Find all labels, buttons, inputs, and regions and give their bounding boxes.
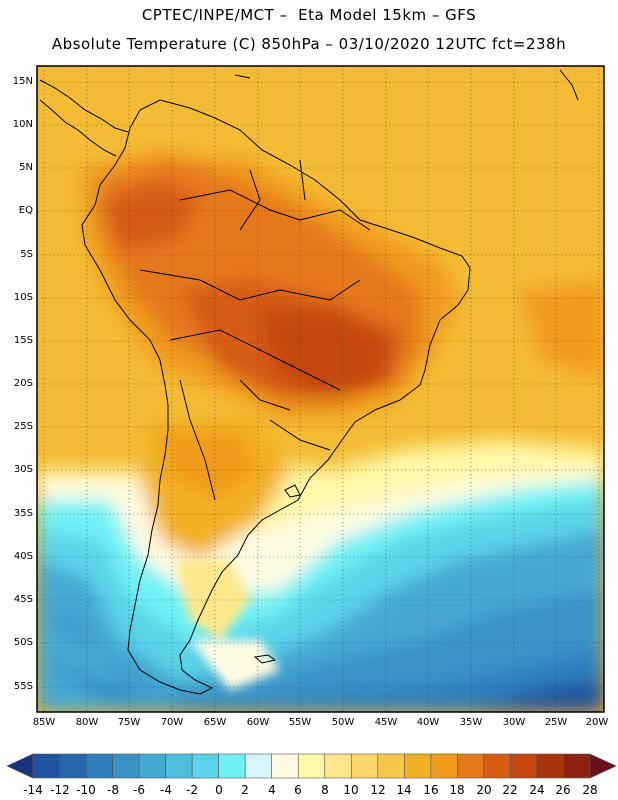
lat-label: 25S [13,421,33,432]
lat-label: 50S [13,637,33,648]
lat-label: 15N [12,76,33,87]
colorbar-swatch [324,753,352,779]
map-frame [36,65,605,713]
lon-label: 30W [502,717,526,728]
lon-label: 75W [117,717,141,728]
lon-label: 85W [32,717,56,728]
lat-label: 10N [12,119,33,130]
colorbar-tick-label: -12 [50,783,70,797]
colorbar-swatch [536,753,564,779]
colorbar-swatch [271,753,299,779]
lat-label: 10S [13,292,33,303]
colorbar-tick-label: 6 [294,783,302,797]
colorbar-tick-label: -6 [133,783,145,797]
colorbar-tick-label: 8 [321,783,329,797]
colorbar-swatch [32,753,60,779]
lon-label: 65W [203,717,227,728]
lon-label: 50W [331,717,355,728]
title-line-2: Absolute Temperature (C) 850hPa – 03/10/… [51,35,567,53]
colorbar-tick-label: -10 [76,783,96,797]
colorbar-tick-label: 4 [268,783,276,797]
lon-label: 80W [75,717,99,728]
colorbar-tick-label: 10 [343,783,359,797]
colorbar-swatch [457,753,485,779]
lat-label: 55S [13,681,33,692]
colorbar-tick-label: -4 [160,783,172,797]
coastlines [39,69,579,695]
lat-label: 15S [13,335,33,346]
lon-label: 70W [160,717,184,728]
colorbar-swatch [404,753,432,779]
colorbar-left-arrow [6,753,34,779]
colorbar-swatch [350,753,379,779]
title-line-1: CPTEC/INPE/MCT – Eta Model 15km – GFS [141,6,477,24]
colorbar-tick-label: 14 [396,783,412,797]
colorbar-tick-label: 24 [529,783,545,797]
colorbar-swatch [218,753,246,779]
colorbar-tick-label: -8 [107,783,119,797]
colorbar-swatch [244,753,273,779]
lon-label: 60W [246,717,270,728]
lat-label: 20S [13,378,33,389]
colorbar-swatch [377,753,405,779]
lat-label: 5S [20,249,33,260]
colorbar-swatch [85,753,113,779]
colorbar-swatch [59,753,87,779]
colorbar-tick-label: 22 [502,783,518,797]
lat-lon-grid [37,66,604,712]
lon-label: 55W [288,717,312,728]
colorbar-swatch [165,753,193,779]
colorbar-swatch [563,753,591,779]
colorbar-swatch [483,753,511,779]
lon-label: 45W [374,717,398,728]
temperature-field [37,66,604,712]
colorbar-tick-label: 12 [370,783,386,797]
colorbar-tick-label: 0 [215,783,223,797]
colorbar-right-arrow [589,753,617,779]
colorbar-tick-label: 28 [582,783,598,797]
lon-label: 40W [416,717,440,728]
lat-label: 40S [13,551,33,562]
colorbar-tick-label: 16 [423,783,439,797]
lat-label: 30S [13,464,33,475]
colorbar-swatch [297,753,326,779]
colorbar-swatch [510,753,538,779]
lat-label: 5N [19,162,33,173]
lon-label: 35W [459,717,483,728]
colorbar-tick-label: 18 [449,783,465,797]
colorbar-tick-label: -14 [23,783,43,797]
lat-label: 35S [13,508,33,519]
colorbar-tick-label: 20 [476,783,492,797]
colorbar [6,753,617,779]
colorbar-swatch [112,753,140,779]
lat-label: 45S [13,594,33,605]
colorbar-tick-label: 26 [555,783,571,797]
lat-label: EQ [18,205,33,216]
lon-label: 25W [544,717,568,728]
colorbar-swatch [430,753,458,779]
colorbar-tick-label: 2 [241,783,249,797]
colorbar-swatch [191,753,219,779]
colorbar-swatch [138,753,166,779]
lon-label: 20W [585,717,609,728]
colorbar-tick-label: -2 [186,783,198,797]
